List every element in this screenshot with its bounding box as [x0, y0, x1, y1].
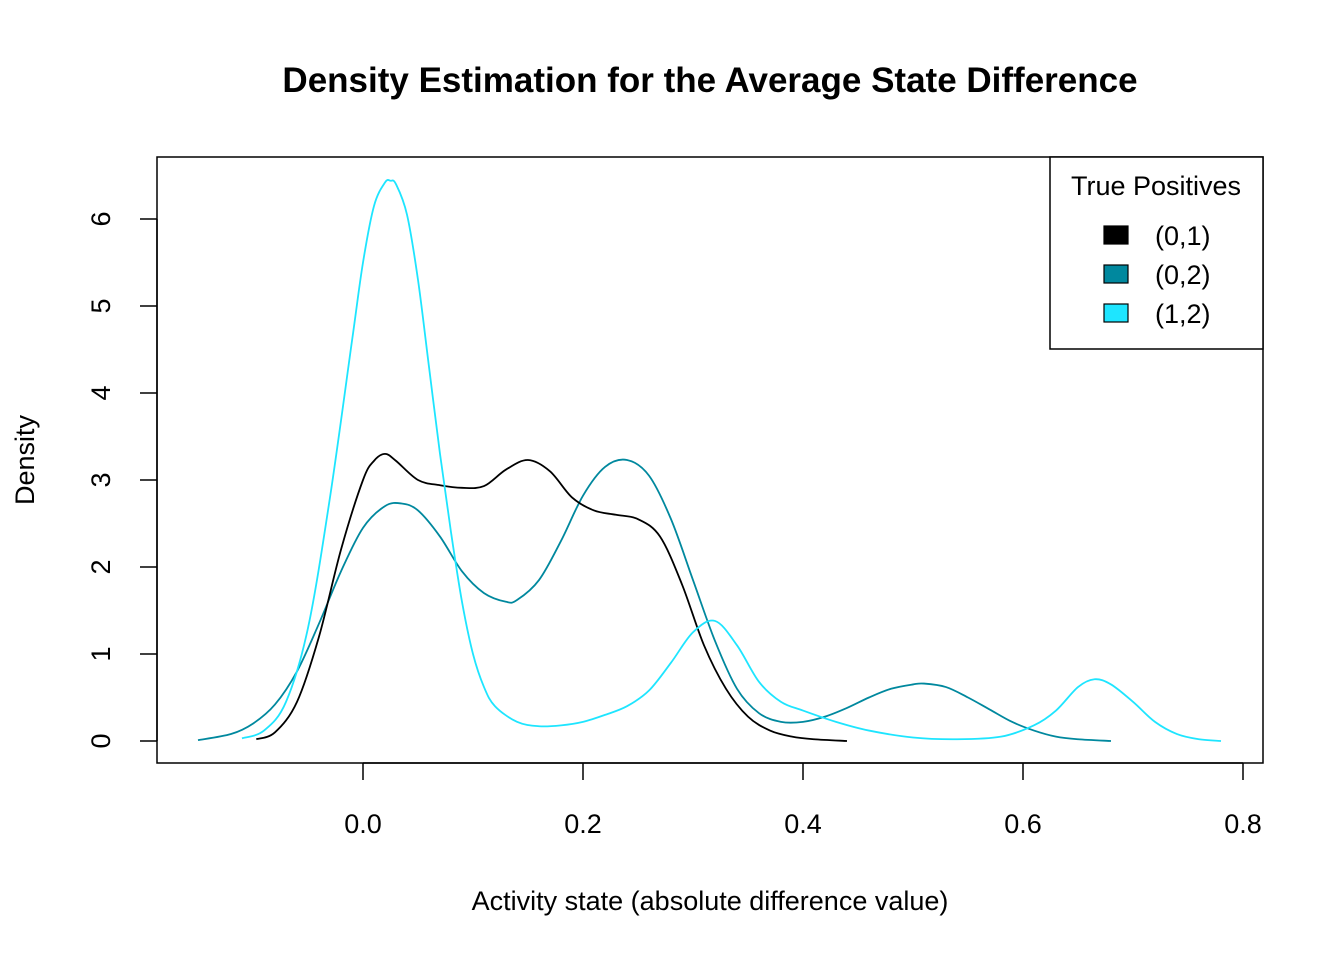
series-line-02 [197, 458, 1112, 742]
y-tick-label: 2 [86, 559, 116, 574]
y-tick-label: 4 [86, 385, 116, 400]
legend-box [1049, 156, 1264, 350]
legend-title: True Positives [1071, 171, 1241, 201]
x-axis: 0.0 0.2 0.4 0.6 0.8 [344, 762, 1262, 839]
legend-swatch [1103, 225, 1129, 245]
series-line-12 [241, 179, 1222, 742]
legend-swatch [1103, 303, 1129, 323]
legend-label: (1,2) [1155, 299, 1211, 329]
y-axis-label: Density [10, 414, 40, 505]
y-tick-label: 6 [86, 211, 116, 226]
x-tick-label: 0.6 [1004, 809, 1042, 839]
x-tick-label: 0.0 [344, 809, 382, 839]
y-tick-label: 1 [86, 646, 116, 661]
y-axis: 0 1 2 3 4 5 6 [86, 211, 158, 749]
x-axis-label: Activity state (absolute difference valu… [472, 886, 949, 916]
x-tick-label: 0.2 [564, 809, 602, 839]
x-tick-label: 0.8 [1224, 809, 1262, 839]
y-tick-label: 0 [86, 733, 116, 748]
series-line-01 [255, 452, 848, 742]
y-tick-label: 3 [86, 472, 116, 487]
legend: True Positives (0,1) (0,2) (1,2) [1049, 156, 1264, 350]
legend-label: (0,1) [1155, 221, 1211, 251]
x-tick-label: 0.4 [784, 809, 822, 839]
y-tick-label: 5 [86, 298, 116, 313]
legend-swatch [1103, 264, 1129, 284]
legend-label: (0,2) [1155, 260, 1211, 290]
chart-title: Density Estimation for the Average State… [282, 61, 1137, 100]
series-layer [197, 179, 1222, 742]
